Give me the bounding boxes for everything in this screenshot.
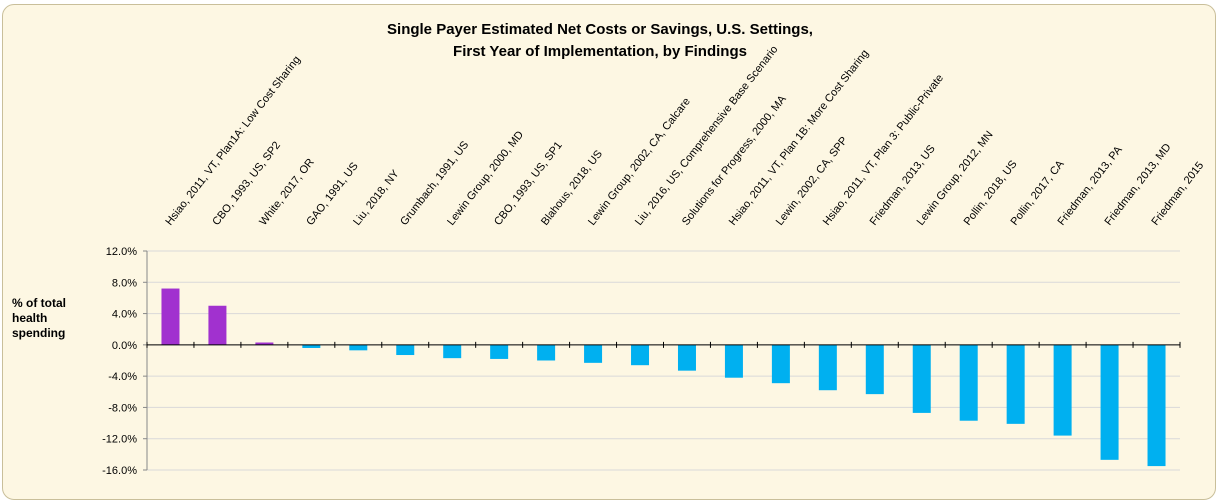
bar [161,288,180,345]
bar [537,344,556,361]
bar [1053,344,1072,436]
bar [912,344,931,413]
bar [865,344,884,395]
bar [584,344,603,363]
y-tick-label: -12.0% [102,434,137,446]
x-tick-label: Liu, 2018, NY [351,167,402,227]
bar [959,344,978,421]
y-tick-label: 4.0% [112,309,137,321]
chart-title: Single Payer Estimated Net Costs or Savi… [387,21,813,38]
y-tick-label: 12.0% [106,246,137,258]
y-tick-label: -16.0% [102,465,137,477]
y-axis-label: % of total health spending [12,296,66,340]
bar [443,344,462,359]
bar [677,344,696,371]
chart-title: First Year of Implementation, by Finding… [453,43,747,60]
bar [1147,344,1166,467]
bar [724,344,743,378]
bar [1100,344,1119,460]
bar [818,344,837,391]
bar [396,344,415,356]
bar [302,344,321,348]
bar [771,344,790,384]
bar [1006,344,1025,424]
y-tick-label: 0.0% [112,340,137,352]
x-tick-label: Lewin Group, 2002, CA, Calcare [586,96,693,228]
y-tick-label: -8.0% [108,402,137,414]
bar [631,344,650,366]
x-tick-label: Friedman, 2015 [1149,160,1206,228]
bar [255,342,274,345]
y-tick-label: 8.0% [112,277,137,289]
bar [490,344,509,359]
y-tick-label: -4.0% [108,371,137,383]
bar [349,344,368,351]
bar [208,305,227,345]
